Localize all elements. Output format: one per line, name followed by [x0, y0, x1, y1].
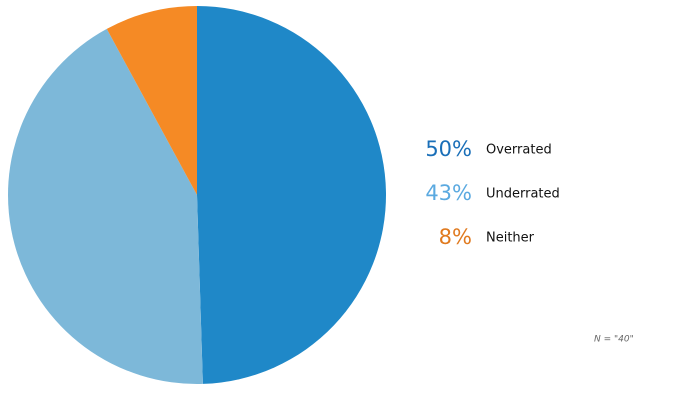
pie-slice — [106, 6, 197, 195]
note: N = "40" — [594, 335, 634, 345]
pie-slice — [8, 28, 203, 385]
legend-value: 8% — [439, 225, 472, 249]
legend-label: Underrated — [486, 187, 560, 202]
pie-slice — [197, 6, 386, 384]
legend-value: 50% — [425, 137, 472, 161]
legend-value: 43% — [425, 181, 472, 205]
legend-label: Neither — [486, 231, 535, 246]
legend-label: Overrated — [486, 143, 552, 158]
